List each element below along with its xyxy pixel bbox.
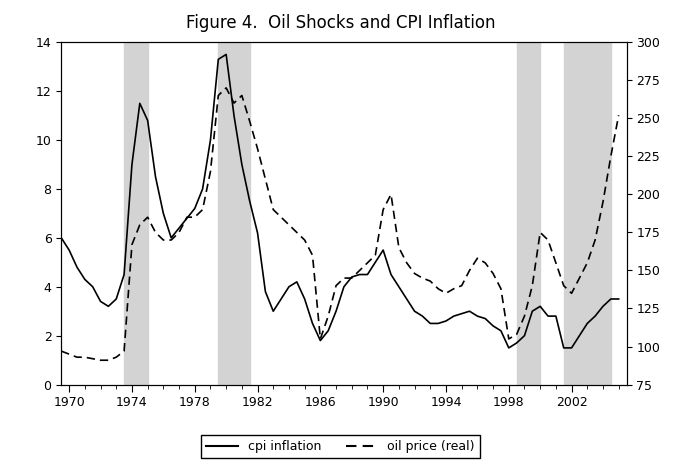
Bar (219, 42, 250, 385)
Bar (124, 42, 148, 385)
Bar (517, 42, 540, 385)
Legend: cpi inflation, oil price (real): cpi inflation, oil price (real) (202, 435, 479, 458)
Text: Figure 4.  Oil Shocks and CPI Inflation: Figure 4. Oil Shocks and CPI Inflation (186, 14, 495, 32)
Bar (564, 42, 611, 385)
